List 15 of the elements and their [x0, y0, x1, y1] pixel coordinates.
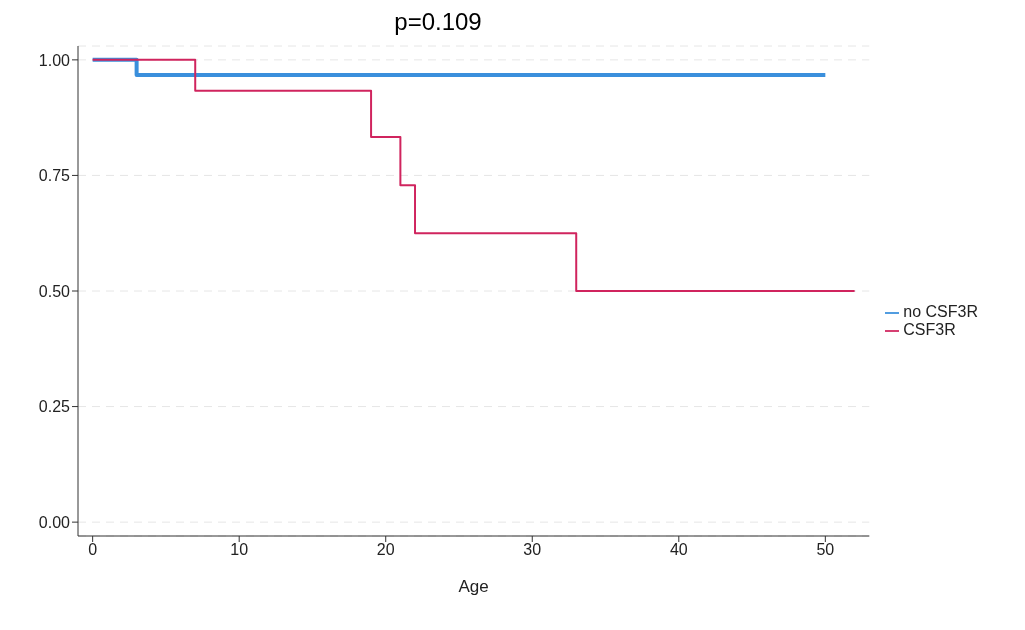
y-tick-label: 1.00 [38, 51, 71, 69]
legend-label: CSF3R [903, 321, 956, 338]
x-tick-label: 50 [816, 541, 835, 559]
x-tick-label: 30 [523, 541, 542, 559]
x-axis-title: Age [458, 577, 489, 596]
y-tick-label: 0.00 [38, 513, 71, 531]
chart-title: p=0.109 [393, 8, 483, 36]
x-tick-label: 0 [88, 541, 98, 559]
legend-label: no CSF3R [903, 303, 978, 320]
x-tick-label: 20 [376, 541, 395, 559]
y-tick-label: 0.25 [38, 398, 71, 416]
y-tick-label: 0.75 [38, 167, 71, 185]
x-tick-label: 40 [669, 541, 688, 559]
y-tick-label: 0.50 [38, 282, 71, 300]
x-tick-label: 10 [230, 541, 249, 559]
